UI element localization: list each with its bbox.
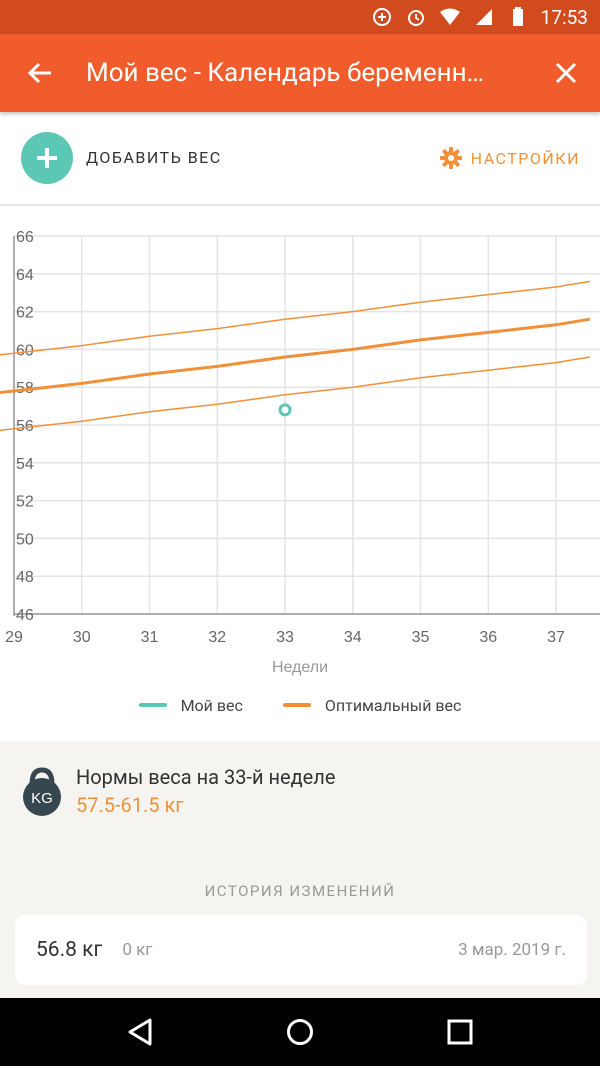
- settings-label: НАСТРОЙКИ: [470, 148, 580, 168]
- alarm-icon: [405, 6, 427, 28]
- arrow-back-icon: [27, 62, 51, 84]
- system-nav-bar: [0, 998, 600, 1066]
- y-tick-label: 52: [16, 494, 34, 511]
- nav-back-button[interactable]: [110, 1002, 170, 1062]
- x-tick-label: 29: [5, 629, 23, 646]
- status-time: 17:53: [540, 5, 588, 29]
- x-tick-label: 34: [344, 629, 362, 646]
- y-tick-label: 62: [16, 305, 34, 322]
- add-weight-button[interactable]: [21, 132, 73, 184]
- y-tick-label: 48: [16, 569, 34, 586]
- gear-icon: [439, 147, 462, 169]
- y-tick-label: 60: [16, 342, 34, 359]
- norms-section: KG Нормы веса на 33-й неделе 57.5-61.5 к…: [0, 741, 600, 998]
- cell-signal-icon: [473, 6, 495, 28]
- optimal-lower-bound-line: [0, 356, 591, 432]
- legend-label-my-weight: Мой вес: [180, 695, 243, 715]
- history-date: 3 мар. 2019 г.: [458, 940, 566, 960]
- y-tick-label: 64: [16, 267, 34, 284]
- history-header: ИСТОРИЯ ИЗМЕНЕНИЙ: [204, 882, 396, 900]
- settings-button[interactable]: НАСТРОЙКИ: [439, 146, 580, 170]
- y-tick-label: 66: [16, 229, 34, 246]
- x-axis-label: Недели: [272, 659, 328, 676]
- history-entry[interactable]: 56.8 кг 0 кг 3 мар. 2019 г.: [15, 915, 587, 985]
- my-weight-point: [278, 403, 292, 417]
- norms-range: 57.5-61.5 кг: [76, 793, 184, 817]
- legend-swatch-orange: [282, 703, 311, 707]
- history-delta: 0 кг: [122, 940, 153, 960]
- add-weight-label[interactable]: ДОБАВИТЬ ВЕС: [86, 148, 222, 167]
- norms-title: Нормы веса на 33-й неделе: [76, 765, 336, 789]
- close-icon: [555, 62, 577, 84]
- y-tick-label: 56: [16, 418, 34, 435]
- y-tick-label: 54: [16, 456, 34, 473]
- status-bar: 17:53: [0, 0, 600, 34]
- legend-swatch-teal: [138, 703, 167, 707]
- battery-icon: [507, 6, 529, 28]
- wifi-icon: [439, 6, 461, 28]
- legend-item-optimal[interactable]: Оптимальный вес: [282, 695, 462, 715]
- app-bar: Мой вес - Календарь беременн…: [0, 34, 600, 112]
- square-recents-icon: [447, 1019, 473, 1045]
- close-button[interactable]: [532, 34, 600, 112]
- page-title: Мой вес - Календарь беременн…: [86, 58, 484, 88]
- optimal-upper-bound-line: [0, 280, 591, 356]
- plus-icon: [37, 148, 57, 168]
- x-tick-label: 32: [208, 629, 226, 646]
- x-tick-label: 33: [276, 629, 294, 646]
- x-tick-label: 31: [141, 629, 159, 646]
- circle-home-icon: [287, 1019, 313, 1045]
- back-button[interactable]: [0, 34, 80, 112]
- x-tick-label: 37: [547, 629, 565, 646]
- legend-item-my-weight[interactable]: Мой вес: [138, 695, 243, 715]
- y-tick-label: 46: [16, 607, 34, 624]
- action-row: ДОБАВИТЬ ВЕС НАСТРОЙКИ: [0, 112, 600, 206]
- x-tick-label: 35: [412, 629, 430, 646]
- data-saver-icon: [371, 6, 393, 28]
- chart-legend: Мой вес Оптимальный вес: [0, 690, 600, 720]
- x-tick-label: 30: [73, 629, 91, 646]
- optimal-weight-line: [0, 317, 591, 394]
- legend-label-optimal: Оптимальный вес: [324, 695, 462, 715]
- x-tick-label: 36: [479, 629, 497, 646]
- kettlebell-icon: KG: [21, 766, 63, 818]
- triangle-back-icon: [128, 1018, 152, 1046]
- history-weight: 56.8 кг: [36, 938, 103, 962]
- kettlebell-label: KG: [31, 790, 53, 807]
- nav-home-button[interactable]: [270, 1002, 330, 1062]
- y-tick-label: 50: [16, 531, 34, 548]
- nav-recents-button[interactable]: [430, 1002, 490, 1062]
